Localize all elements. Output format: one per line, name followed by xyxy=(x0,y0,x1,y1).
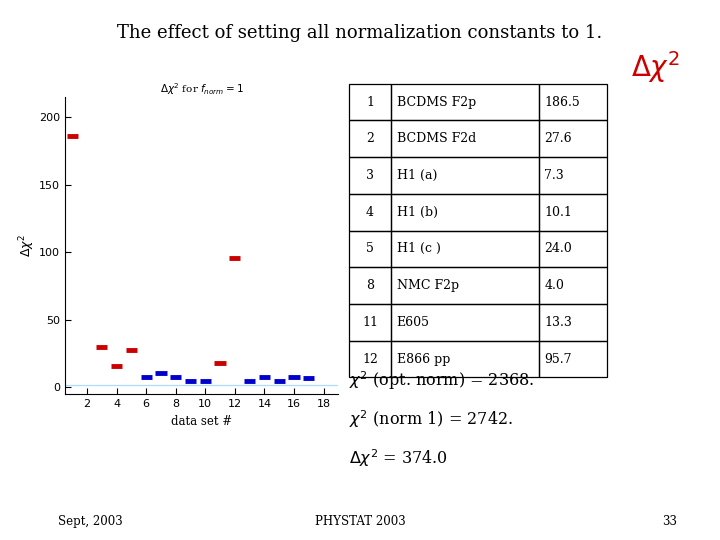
Text: Sept, 2003: Sept, 2003 xyxy=(58,515,122,528)
Text: BCDMS F2d: BCDMS F2d xyxy=(397,132,476,145)
Text: 95.7: 95.7 xyxy=(544,353,572,366)
Text: $\Delta\chi^2$ = 374.0: $\Delta\chi^2$ = 374.0 xyxy=(349,448,448,469)
Text: 2: 2 xyxy=(366,132,374,145)
Text: 27.6: 27.6 xyxy=(544,132,572,145)
Text: 12: 12 xyxy=(362,353,378,366)
Text: $\chi^2$ (opt. norm) = 2368.: $\chi^2$ (opt. norm) = 2368. xyxy=(349,369,534,392)
Text: 3: 3 xyxy=(366,169,374,182)
Text: NMC F2p: NMC F2p xyxy=(397,279,459,292)
Text: $\chi^2$ (norm 1) = 2742.: $\chi^2$ (norm 1) = 2742. xyxy=(349,409,513,430)
Text: H1 (a): H1 (a) xyxy=(397,169,437,182)
Text: 4: 4 xyxy=(366,206,374,219)
Text: 4.0: 4.0 xyxy=(544,279,564,292)
Text: The effect of setting all normalization constants to 1.: The effect of setting all normalization … xyxy=(117,24,603,42)
Text: 33: 33 xyxy=(662,515,677,528)
Text: 8: 8 xyxy=(366,279,374,292)
Y-axis label: $\Delta\chi^2$: $\Delta\chi^2$ xyxy=(18,234,37,257)
Text: BCDMS F2p: BCDMS F2p xyxy=(397,96,476,109)
Text: 13.3: 13.3 xyxy=(544,316,572,329)
Text: E605: E605 xyxy=(397,316,430,329)
Text: PHYSTAT 2003: PHYSTAT 2003 xyxy=(315,515,405,528)
Text: 186.5: 186.5 xyxy=(544,96,580,109)
Text: 1: 1 xyxy=(366,96,374,109)
Text: 11: 11 xyxy=(362,316,378,329)
Text: 7.3: 7.3 xyxy=(544,169,564,182)
Text: E866 pp: E866 pp xyxy=(397,353,450,366)
X-axis label: data set #: data set # xyxy=(171,415,232,428)
Text: 10.1: 10.1 xyxy=(544,206,572,219)
Text: 5: 5 xyxy=(366,242,374,255)
Text: 24.0: 24.0 xyxy=(544,242,572,255)
Text: $\Delta\chi^2$: $\Delta\chi^2$ xyxy=(631,50,680,85)
Text: H1 (c ): H1 (c ) xyxy=(397,242,441,255)
Title: $\Delta\chi^2$ for $f_{norm}=1$: $\Delta\chi^2$ for $f_{norm}=1$ xyxy=(160,81,243,97)
Text: H1 (b): H1 (b) xyxy=(397,206,438,219)
